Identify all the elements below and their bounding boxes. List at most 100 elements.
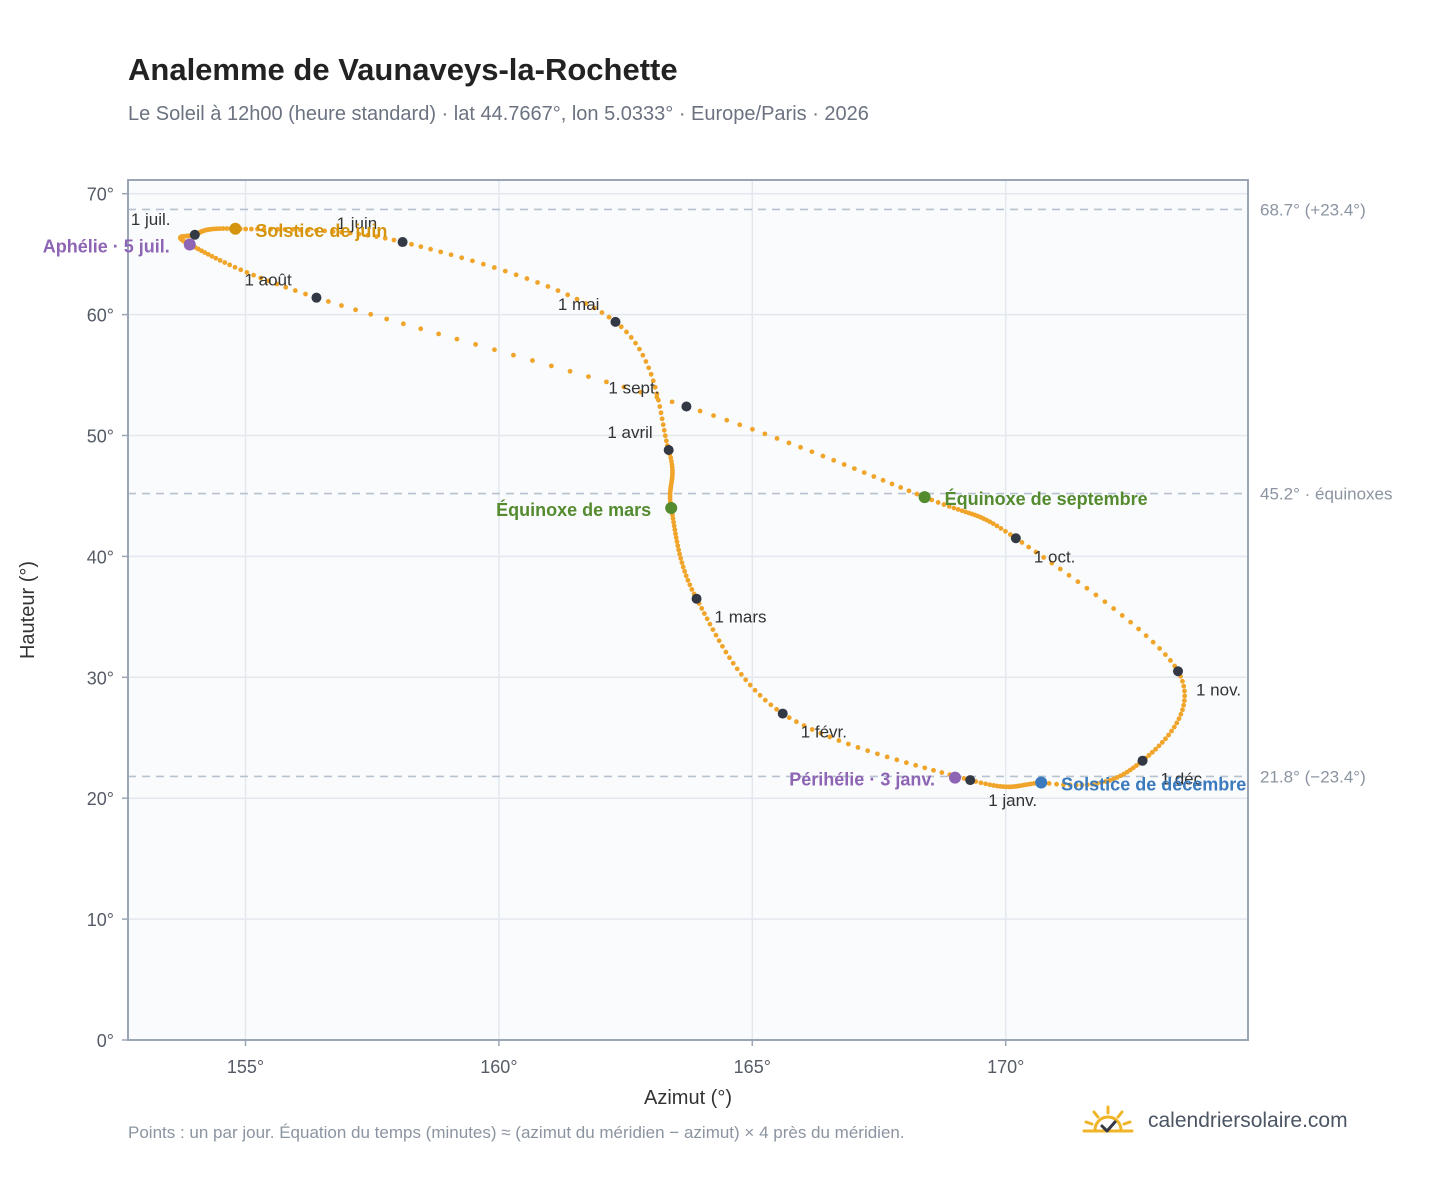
daily-point — [473, 341, 478, 347]
daily-point — [983, 781, 988, 787]
y-tick-label: 30° — [87, 668, 114, 688]
daily-point — [1093, 592, 1099, 598]
month-label: 1 août — [244, 271, 292, 290]
brand-name: calendriersolaire.com — [1148, 1109, 1348, 1132]
daily-point — [865, 748, 871, 754]
month-marker — [965, 775, 976, 786]
daily-point — [1084, 782, 1090, 788]
daily-point — [643, 359, 649, 364]
daily-point — [673, 531, 678, 537]
daily-point — [1182, 688, 1187, 694]
daily-point — [951, 505, 957, 511]
daily-point — [914, 491, 920, 497]
daily-point — [935, 500, 941, 505]
daily-point — [675, 543, 681, 549]
month-label: 1 avril — [607, 423, 652, 442]
daily-point — [459, 255, 465, 261]
y-tick-label: 0° — [97, 1031, 114, 1051]
daily-point — [827, 734, 833, 740]
daily-point — [303, 291, 308, 297]
x-tick-label: 165° — [734, 1057, 771, 1077]
daily-point — [931, 767, 936, 773]
daily-point — [1111, 606, 1117, 611]
daily-point — [1162, 652, 1168, 657]
daily-point — [809, 449, 815, 455]
daily-point — [325, 299, 331, 304]
daily-point — [1180, 678, 1185, 684]
event-marker — [183, 238, 196, 251]
daily-point — [689, 587, 695, 592]
daily-point — [305, 227, 311, 233]
y-tick-label: 40° — [87, 547, 114, 567]
daily-point — [1181, 702, 1187, 708]
daily-point — [1079, 782, 1085, 788]
month-marker — [311, 292, 322, 303]
event-label: Aphélie · 5 juil. — [43, 236, 170, 256]
daily-point — [1054, 781, 1059, 787]
daily-point — [798, 444, 803, 450]
daily-point — [660, 422, 666, 428]
daily-point — [530, 358, 535, 363]
event-label: Équinoxe de mars — [496, 499, 651, 520]
daily-point — [1003, 528, 1008, 534]
event-label: Équinoxe de septembre — [945, 488, 1148, 509]
daily-point — [836, 738, 842, 743]
daily-point — [418, 244, 424, 250]
daily-point — [898, 485, 904, 490]
daily-point — [913, 762, 919, 768]
daily-point — [621, 384, 627, 390]
daily-point — [586, 374, 591, 380]
daily-point — [871, 474, 877, 479]
x-tick-label: 160° — [480, 1057, 517, 1077]
daily-point — [668, 455, 674, 461]
daily-point — [716, 638, 722, 644]
y-tick-label: 60° — [87, 306, 114, 326]
daily-point — [1168, 658, 1173, 663]
daily-point — [673, 535, 679, 540]
daily-point — [1171, 724, 1177, 730]
daily-point — [682, 568, 688, 574]
daily-point — [672, 527, 678, 533]
daily-point — [906, 488, 912, 494]
daily-point — [438, 249, 444, 255]
month-marker — [610, 316, 621, 327]
daily-point — [646, 365, 652, 371]
daily-point — [1099, 780, 1104, 785]
daily-point — [356, 231, 362, 237]
month-marker — [777, 708, 788, 719]
brand-logo[interactable]: calendriersolaire.com — [1082, 1104, 1348, 1138]
daily-point — [339, 303, 344, 308]
daily-point — [679, 560, 685, 565]
chart-subtitle: Le Soleil à 12h00 (heure standard) · lat… — [128, 103, 869, 125]
daily-point — [750, 426, 755, 432]
y-tick-label: 10° — [87, 910, 114, 930]
daily-point — [659, 416, 665, 422]
daily-point — [1041, 555, 1047, 560]
daily-point — [491, 265, 497, 270]
daily-point — [524, 276, 530, 281]
daily-point — [1146, 752, 1152, 758]
daily-point — [990, 521, 996, 527]
daily-point — [650, 378, 656, 384]
daily-point — [255, 226, 260, 232]
daily-point — [884, 754, 890, 760]
daily-point — [640, 352, 646, 358]
daily-point — [786, 440, 792, 446]
x-tick-label: 170° — [987, 1057, 1024, 1077]
daily-point — [1073, 782, 1079, 788]
event-marker — [665, 502, 678, 515]
daily-point — [574, 296, 580, 302]
daily-point — [511, 352, 516, 358]
daily-point — [687, 582, 693, 588]
daily-point — [1166, 732, 1172, 738]
month-label: 1 sept. — [608, 378, 659, 397]
daily-point — [238, 267, 244, 273]
daily-point — [1157, 646, 1162, 651]
daily-point — [535, 280, 540, 285]
daily-point — [400, 321, 406, 327]
daily-point — [624, 329, 629, 335]
daily-point — [248, 226, 254, 232]
daily-point — [747, 682, 753, 688]
daily-point — [720, 643, 725, 649]
daily-point — [330, 229, 336, 234]
